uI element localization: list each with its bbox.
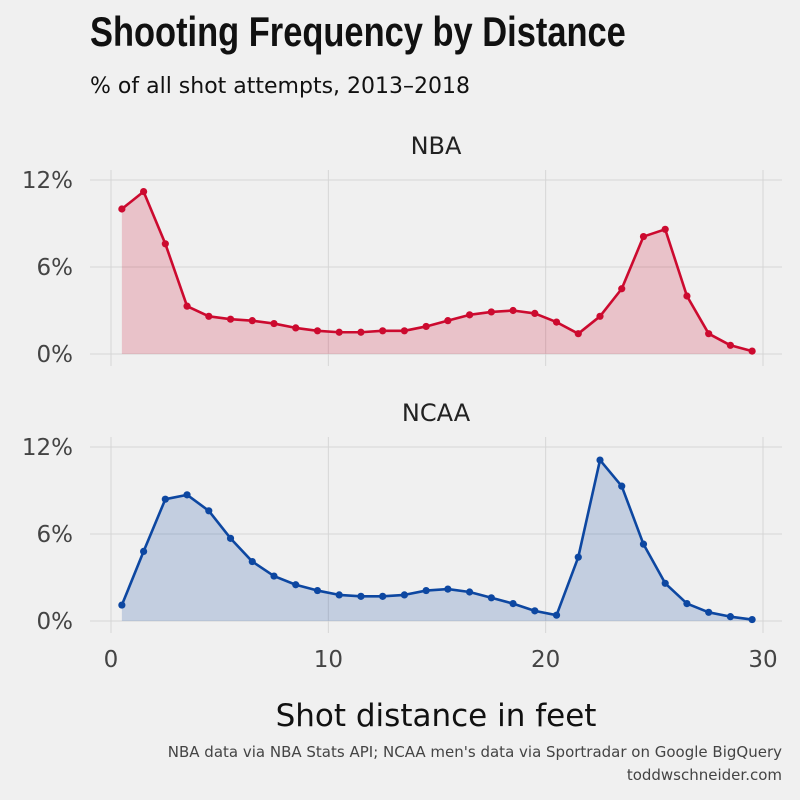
area-nba (121, 191, 753, 354)
data-point-nba (531, 309, 539, 317)
data-point-nba (292, 324, 300, 332)
data-point-nba (509, 306, 517, 315)
data-point-nba (748, 347, 756, 355)
x-tick-label: 30 (748, 647, 777, 673)
data-point-ncaa (748, 615, 756, 624)
data-point-ncaa (509, 600, 517, 608)
y-tick-label: 12% (22, 435, 73, 461)
data-point-nba (596, 312, 604, 320)
y-tick-label: 0% (37, 342, 74, 368)
data-point-nba (140, 188, 148, 196)
data-point-nba (487, 308, 495, 316)
data-point-ncaa (270, 572, 278, 580)
data-point-nba (552, 318, 561, 326)
y-tick-label: 6% (37, 255, 74, 281)
data-point-ncaa (531, 607, 539, 615)
data-point-nba (335, 328, 343, 336)
data-point-ncaa (444, 585, 452, 593)
data-point-nba (379, 327, 387, 335)
data-point-nba (118, 205, 126, 213)
data-point-ncaa (705, 608, 713, 616)
data-point-nba (357, 328, 365, 336)
data-point-nba (205, 312, 213, 320)
data-point-ncaa (726, 613, 735, 621)
data-point-nba (161, 240, 169, 248)
data-point-nba (270, 319, 278, 328)
data-point-nba (183, 302, 191, 310)
data-point-nba (726, 341, 735, 349)
y-tick-label: 12% (22, 168, 73, 194)
data-point-ncaa (248, 557, 256, 566)
series-line-ncaa (120, 458, 753, 621)
x-axis-label: Shot distance in feet (276, 698, 597, 734)
data-point-ncaa (183, 491, 191, 499)
data-point-nba (705, 330, 713, 338)
data-point-ncaa (574, 553, 582, 561)
data-point-nba (618, 285, 626, 293)
x-tick-label: 20 (531, 647, 560, 673)
area-ncaa (121, 460, 753, 621)
y-tick-label: 0% (37, 609, 74, 635)
data-point-ncaa (466, 588, 474, 596)
data-point-ncaa (226, 534, 235, 542)
data-point-ncaa (140, 547, 148, 556)
data-point-ncaa (618, 482, 626, 490)
data-point-ncaa (400, 591, 408, 599)
data-point-nba (422, 322, 430, 331)
panel-title-ncaa: NCAA (402, 399, 471, 427)
data-point-ncaa (661, 579, 669, 587)
caption-credit: toddwschneider.com (626, 766, 782, 784)
data-point-ncaa (118, 601, 126, 609)
data-point-ncaa (357, 592, 365, 600)
data-point-ncaa (639, 540, 648, 548)
data-point-nba (683, 292, 691, 300)
data-point-nba (639, 232, 648, 241)
chart-title: Shooting Frequency by Distance (90, 8, 626, 55)
data-point-ncaa (205, 507, 213, 515)
data-point-ncaa (292, 581, 300, 589)
data-point-ncaa (552, 611, 561, 619)
data-point-ncaa (422, 586, 430, 595)
series-line-nba (121, 190, 753, 353)
data-point-nba (313, 327, 322, 335)
caption: NBA data via NBA Stats API; NCAA men's d… (168, 741, 782, 787)
data-point-nba (466, 311, 474, 319)
data-point-nba (444, 317, 452, 325)
data-point-nba (574, 330, 582, 338)
data-point-ncaa (379, 592, 387, 600)
caption-source: NBA data via NBA Stats API; NCAA men's d… (167, 743, 782, 761)
data-point-ncaa (487, 594, 495, 602)
y-tick-label: 6% (37, 522, 74, 548)
data-point-ncaa (683, 600, 691, 608)
data-point-ncaa (161, 495, 169, 503)
x-tick-label: 10 (314, 647, 343, 673)
data-point-nba (661, 225, 669, 233)
data-point-nba (248, 317, 256, 325)
panel-title-nba: NBA (411, 132, 462, 160)
x-tick-label: 0 (104, 647, 119, 673)
data-point-ncaa (596, 456, 604, 464)
data-point-ncaa (313, 586, 322, 595)
data-point-nba (400, 327, 408, 335)
data-point-ncaa (335, 591, 343, 599)
data-point-nba (226, 315, 235, 323)
chart-subtitle: % of all shot attempts, 2013–2018 (90, 74, 470, 99)
